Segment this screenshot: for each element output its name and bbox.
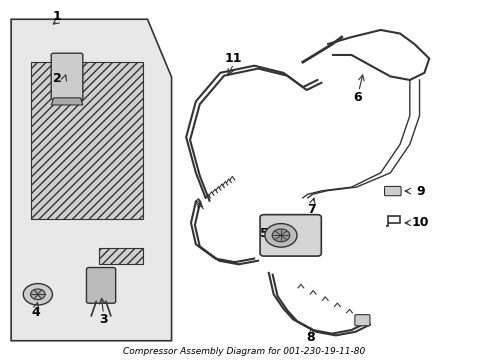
Text: 1: 1 [53, 10, 61, 23]
Polygon shape [51, 98, 82, 105]
Text: 3: 3 [99, 313, 107, 326]
Polygon shape [30, 62, 142, 219]
Circle shape [30, 289, 45, 300]
Circle shape [264, 224, 296, 247]
FancyBboxPatch shape [384, 186, 400, 196]
Text: 5: 5 [259, 227, 268, 240]
Text: 8: 8 [305, 332, 314, 345]
Text: 4: 4 [31, 306, 40, 319]
FancyBboxPatch shape [354, 315, 369, 326]
Text: 10: 10 [411, 216, 428, 229]
Text: 2: 2 [53, 72, 61, 85]
Circle shape [23, 284, 52, 305]
Text: 6: 6 [352, 91, 361, 104]
Text: Compressor Assembly Diagram for 001-230-19-11-80: Compressor Assembly Diagram for 001-230-… [123, 347, 365, 356]
Polygon shape [11, 19, 171, 341]
Text: 7: 7 [306, 203, 315, 216]
Text: 11: 11 [224, 52, 242, 65]
FancyBboxPatch shape [260, 215, 321, 256]
FancyBboxPatch shape [51, 53, 82, 100]
Polygon shape [99, 248, 142, 264]
FancyBboxPatch shape [86, 267, 116, 303]
Text: 9: 9 [415, 185, 424, 198]
Circle shape [272, 229, 289, 242]
